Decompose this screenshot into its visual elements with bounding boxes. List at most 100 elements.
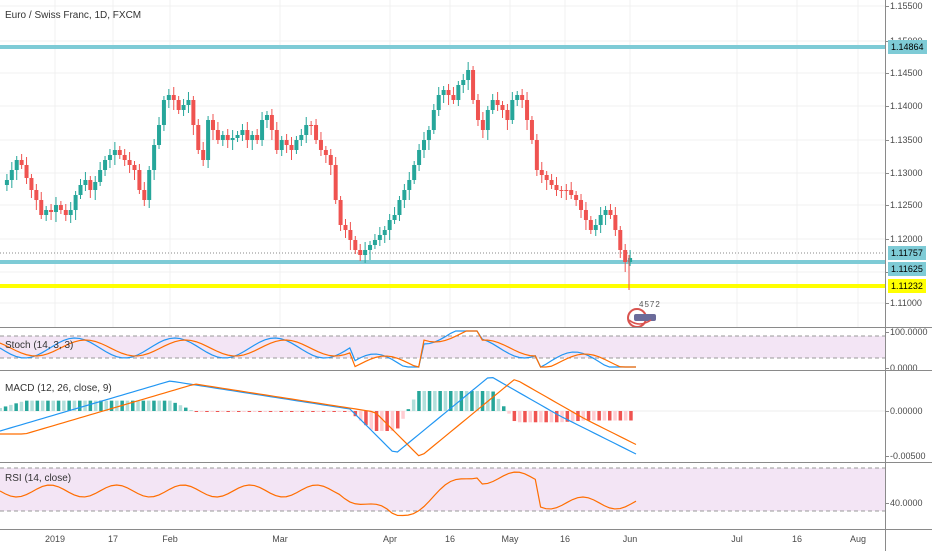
macd-histogram-bar <box>99 400 103 411</box>
candle-body <box>451 95 456 100</box>
macd-histogram-bar <box>14 403 18 411</box>
macd-chart <box>0 377 885 457</box>
rsi-axis[interactable]: 40.0000 <box>885 463 932 529</box>
candle-body <box>426 130 431 140</box>
candle-body <box>593 225 598 230</box>
candle-body <box>358 250 363 255</box>
time-label: 16 <box>791 534 803 544</box>
macd-histogram-bar <box>274 411 278 412</box>
candle-body <box>103 160 108 170</box>
macd-histogram-bar <box>332 411 336 412</box>
macd-histogram-bar <box>51 400 55 411</box>
candle-body <box>196 125 201 150</box>
macd-histogram-bar <box>374 411 379 431</box>
candle-body <box>588 220 593 230</box>
candle-body <box>142 190 147 200</box>
candle-body <box>431 110 436 130</box>
macd-histogram-bar <box>459 391 464 411</box>
candle-body <box>264 115 269 120</box>
candle-body <box>377 235 382 240</box>
candle-body <box>569 190 574 195</box>
candle-body <box>353 240 358 250</box>
time-label: Feb <box>162 534 178 544</box>
macd-histogram-bar <box>427 391 432 411</box>
rsi-pane[interactable]: RSI (14, close) <box>0 463 885 529</box>
price-axis[interactable]: 1.155001.150001.145001.140001.135001.130… <box>885 0 932 327</box>
macd-histogram-bar <box>581 411 585 421</box>
stoch-k-line <box>0 330 636 368</box>
candle-body <box>152 145 157 170</box>
candle-body <box>480 120 485 130</box>
macd-histogram-bar <box>417 391 421 411</box>
candle-body <box>250 135 255 140</box>
candle-body <box>161 100 166 125</box>
macd-histogram-bar <box>613 411 617 421</box>
stoch-pane[interactable]: Stoch (14, 3, 3) <box>0 328 885 370</box>
macd-pane[interactable]: MACD (12, 26, close, 9) <box>0 371 885 462</box>
candle-body <box>176 100 181 110</box>
macd-histogram-bar <box>475 391 479 411</box>
pane-separator[interactable] <box>0 327 932 328</box>
macd-tick-neg: -0.00500 <box>890 451 926 461</box>
candle-body <box>299 135 304 140</box>
candle-body <box>19 160 24 165</box>
macd-histogram-bar <box>56 400 61 411</box>
macd-histogram-bar <box>146 400 151 411</box>
candle-body <box>93 182 98 190</box>
candle-body <box>564 190 569 191</box>
macd-histogram-bar <box>162 400 167 411</box>
axis-corner <box>885 529 932 551</box>
candle-body <box>29 178 34 190</box>
macd-histogram-bar <box>168 400 172 411</box>
macd-histogram-bar <box>3 406 8 411</box>
candle-body <box>318 140 323 150</box>
candle-body <box>387 220 392 230</box>
price-pane[interactable]: Euro / Swiss Franc, 1D, FXCM 4572 <box>0 0 885 327</box>
candle-body <box>201 150 206 160</box>
macd-histogram-bar <box>565 411 570 422</box>
macd-histogram-bar <box>305 411 310 412</box>
macd-histogram-bar <box>502 406 506 411</box>
price-chart[interactable] <box>0 0 885 327</box>
candle-body <box>83 180 88 185</box>
candle-body <box>402 190 407 200</box>
macd-histogram-bar <box>141 400 146 411</box>
candle-body <box>529 120 534 140</box>
candle-body <box>117 150 122 155</box>
candle-body <box>559 190 564 191</box>
macd-histogram-bar <box>422 391 426 411</box>
candle-body <box>598 215 603 225</box>
rsi-line <box>0 471 637 517</box>
candle-body <box>215 130 220 140</box>
candle-body <box>4 180 9 185</box>
stoch-axis[interactable]: 100.0000 0.0000 <box>885 327 932 373</box>
candle-body <box>147 170 152 200</box>
candle-body <box>112 150 117 155</box>
macd-histogram-bar <box>369 411 373 430</box>
macd-histogram-bar <box>62 400 66 411</box>
price-tick: 1.12000 <box>890 234 923 244</box>
candle-body <box>338 200 343 225</box>
candle-body <box>34 190 39 200</box>
candle-body <box>333 165 338 200</box>
candle-body <box>515 95 520 100</box>
macd-histogram-bar <box>364 411 368 426</box>
macd-histogram-bar <box>205 411 209 412</box>
stoch-chart <box>0 330 885 368</box>
macd-histogram-bar <box>576 411 580 422</box>
macd-legend: MACD (12, 26, close, 9) <box>5 383 112 394</box>
candle-body <box>436 95 441 110</box>
macd-histogram-bar <box>449 391 453 411</box>
stoch-band <box>0 336 885 358</box>
macd-histogram-bar <box>343 411 347 412</box>
macd-histogram-bar <box>173 402 177 411</box>
candle-body <box>534 140 539 170</box>
macd-histogram-bar <box>125 400 130 411</box>
macd-histogram-bar <box>327 411 331 412</box>
macd-axis[interactable]: 0.00000 -0.00500 <box>885 371 932 462</box>
time-axis[interactable]: 2019 17 Feb Mar Apr 16 May 16 Jun Jul 16 Aug <box>0 529 885 551</box>
pane-separator[interactable] <box>0 370 932 371</box>
candle-body <box>500 105 505 110</box>
macd-histogram-bar <box>9 404 13 411</box>
pane-separator[interactable] <box>0 462 932 463</box>
